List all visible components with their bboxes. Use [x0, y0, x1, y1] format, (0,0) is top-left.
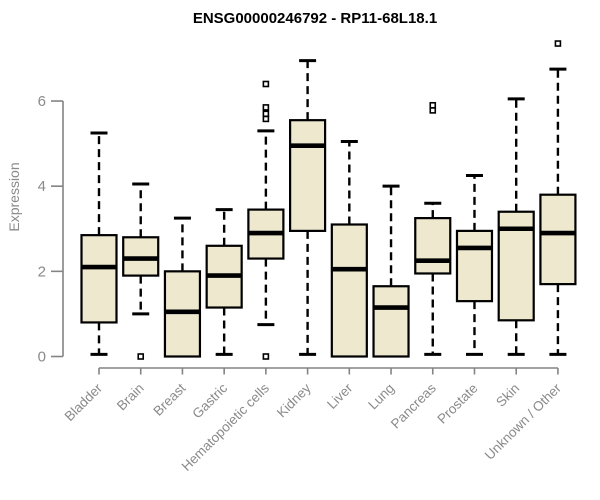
- x-label-skin: Skin: [493, 381, 522, 410]
- x-label-kidney: Kidney: [274, 380, 314, 420]
- outlier-point-0: [262, 80, 270, 88]
- x-label-gastric: Gastric: [189, 380, 230, 421]
- iqr-box: [455, 229, 494, 303]
- outlier-point-1: [262, 104, 270, 111]
- box-group-bladder: [80, 131, 118, 356]
- box-group-hematopoietic-cells: [247, 80, 285, 360]
- box-group-pancreas: [414, 101, 452, 356]
- outlier-point-4: [262, 353, 270, 360]
- iqr-box: [289, 119, 327, 232]
- outlier-point-0: [554, 40, 562, 47]
- outlier-point-0: [429, 101, 437, 109]
- box-group-prostate: [455, 174, 494, 356]
- x-label-prostate: Prostate: [434, 381, 480, 427]
- y-tick-label-6: 6: [38, 93, 46, 110]
- iqr-box: [372, 285, 410, 358]
- outlier-point-1: [429, 107, 437, 114]
- box-group-kidney: [289, 59, 327, 356]
- outlier-point-0: [137, 353, 145, 360]
- box-group-lung: [372, 184, 410, 358]
- chart-title: ENSG00000246792 - RP11-68L18.1: [193, 10, 437, 27]
- y-tick-label-4: 4: [38, 178, 46, 195]
- box-group-unknown-other: [539, 40, 577, 356]
- x-label-pancreas: Pancreas: [388, 380, 439, 431]
- y-axis-title: Expression: [6, 162, 22, 231]
- x-label-liver: Liver: [324, 380, 356, 412]
- y-tick-label-0: 0: [38, 349, 46, 366]
- x-label-breast: Breast: [150, 380, 188, 418]
- x-label-unknown-other: Unknown / Other: [482, 380, 565, 463]
- outlier-point-3: [262, 115, 270, 123]
- outlier-point-2: [262, 110, 270, 118]
- box-group-skin: [497, 97, 535, 356]
- iqr-box: [539, 193, 577, 286]
- x-label-brain: Brain: [114, 381, 147, 414]
- box-group-gastric: [205, 208, 243, 356]
- y-tick-label-2: 2: [38, 263, 46, 280]
- box-group-liver: [330, 139, 368, 358]
- x-label-bladder: Bladder: [62, 380, 106, 424]
- iqr-box: [414, 217, 452, 275]
- x-label-lung: Lung: [365, 381, 397, 413]
- iqr-box: [80, 234, 118, 324]
- box-group-breast: [163, 216, 202, 358]
- box-group-brain: [122, 182, 160, 360]
- iqr-box: [330, 223, 368, 358]
